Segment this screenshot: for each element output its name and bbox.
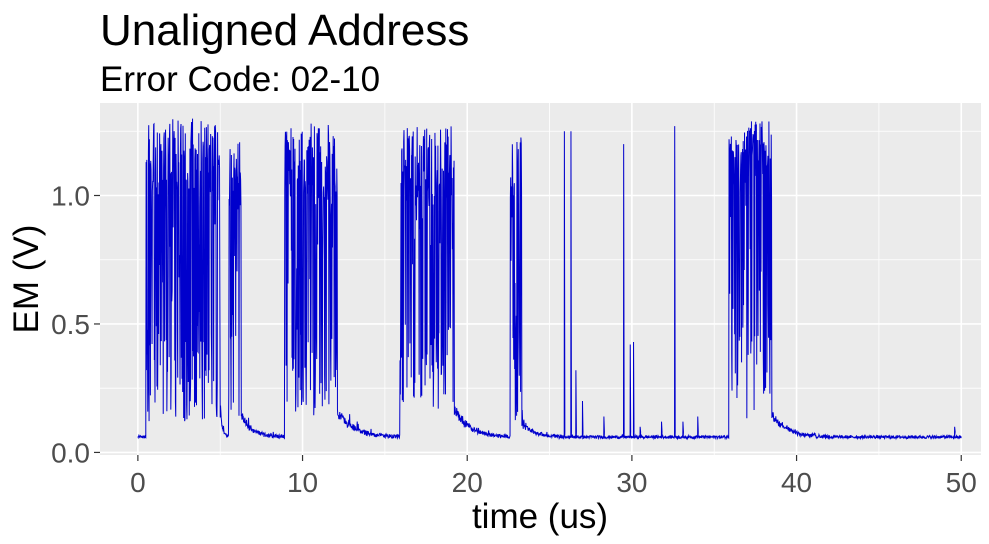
x-tick-label: 40 <box>781 467 812 498</box>
plot-panel <box>100 103 981 455</box>
grid-minor <box>100 103 981 455</box>
chart-subtitle: Error Code: 02-10 <box>100 60 380 99</box>
x-tick-label: 50 <box>946 467 977 498</box>
y-tick-label: 1.0 <box>51 180 90 211</box>
em-signal-line <box>137 118 962 441</box>
x-axis-title: time (us) <box>472 497 608 536</box>
x-tick-label: 10 <box>287 467 318 498</box>
x-tick-label: 0 <box>130 467 146 498</box>
y-tick-label: 0.0 <box>51 437 90 468</box>
y-axis-ticks: 0.0 0.5 1.0 <box>51 180 100 468</box>
y-tick-label: 0.5 <box>51 309 90 340</box>
chart-title: Unaligned Address <box>100 6 469 55</box>
y-axis-title: EM (V) <box>7 225 46 334</box>
x-tick-label: 20 <box>452 467 483 498</box>
x-tick-label: 30 <box>616 467 647 498</box>
x-axis-ticks: 0 10 20 30 40 50 <box>130 455 977 498</box>
